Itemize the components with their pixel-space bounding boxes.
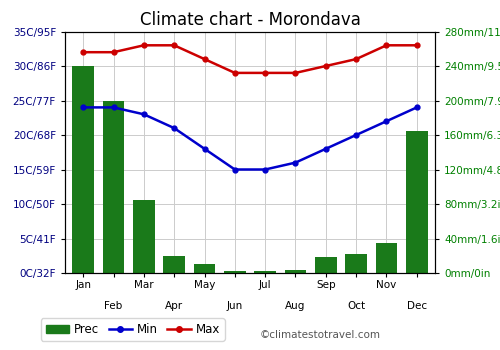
Text: Aug: Aug [286, 301, 306, 311]
Bar [284, 271, 306, 273]
Bar [133, 200, 155, 273]
Text: ©climatestotravel.com: ©climatestotravel.com [260, 329, 381, 340]
Text: Apr: Apr [165, 301, 183, 311]
Text: Jun: Jun [226, 301, 243, 311]
Bar [194, 264, 216, 273]
Bar [164, 256, 185, 273]
Bar [254, 271, 276, 273]
Bar [376, 243, 398, 273]
Text: Oct: Oct [347, 301, 365, 311]
Bar [345, 254, 367, 273]
Legend: Prec, Min, Max: Prec, Min, Max [41, 318, 224, 341]
Bar [406, 131, 427, 273]
Text: Dec: Dec [406, 301, 427, 311]
Bar [72, 66, 94, 273]
Bar [315, 258, 336, 273]
Title: Climate chart - Morondava: Climate chart - Morondava [140, 10, 360, 29]
Bar [102, 100, 124, 273]
Bar [224, 271, 246, 273]
Text: Feb: Feb [104, 301, 122, 311]
